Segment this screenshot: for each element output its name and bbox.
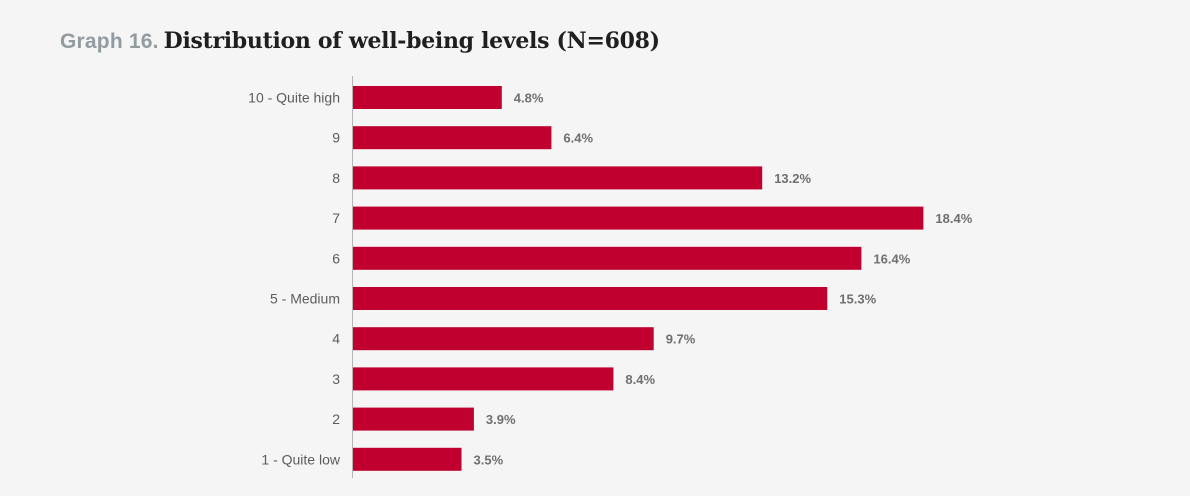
bar xyxy=(353,447,462,471)
bar xyxy=(353,327,654,351)
category-label: 2 xyxy=(332,411,340,427)
category-label: 4 xyxy=(332,331,340,347)
category-label: 1 - Quite low xyxy=(261,451,340,467)
value-label: 8.4% xyxy=(625,372,655,387)
value-label: 15.3% xyxy=(839,292,876,307)
category-label: 6 xyxy=(332,250,340,266)
category-label: 3 xyxy=(332,371,340,387)
value-label: 16.4% xyxy=(873,251,910,266)
category-label: 5 - Medium xyxy=(270,291,340,307)
graph-title: Distribution of well-being levels (N=608… xyxy=(163,28,660,54)
bar xyxy=(353,246,862,270)
value-label: 18.4% xyxy=(935,211,972,226)
value-label: 3.5% xyxy=(474,452,504,467)
bar xyxy=(353,166,763,190)
bar xyxy=(353,86,502,109)
value-label: 4.8% xyxy=(514,91,544,106)
graph-number: Graph 16. xyxy=(60,30,159,53)
value-label: 13.2% xyxy=(774,171,811,186)
bars-group: 10 - Quite high 4.8% 9 6.4% 8 13.2% 7 18.4% 6 16.… xyxy=(248,86,973,471)
category-label: 10 - Quite high xyxy=(248,90,340,106)
bar xyxy=(353,287,828,310)
chart-title: Graph 16. Distribution of well-being leve… xyxy=(60,28,660,54)
category-label: 9 xyxy=(332,130,340,146)
bar xyxy=(353,407,474,431)
bar xyxy=(353,126,552,150)
bar xyxy=(353,367,614,391)
value-label: 6.4% xyxy=(563,131,593,146)
value-label: 3.9% xyxy=(486,412,516,427)
category-label: 7 xyxy=(332,210,340,226)
bar xyxy=(353,206,924,230)
category-label: 8 xyxy=(332,170,340,186)
value-label: 9.7% xyxy=(666,332,696,347)
